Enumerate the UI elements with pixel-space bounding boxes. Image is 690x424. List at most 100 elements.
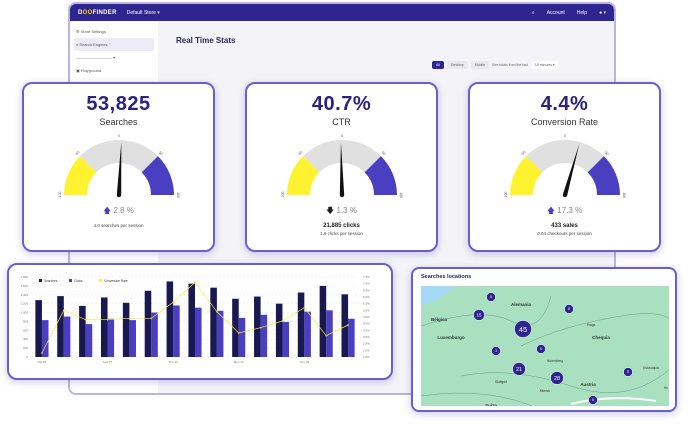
legend-swatch <box>39 279 42 282</box>
kpi-card-ctr: 40.7% CTR -100 -50 0 50 100 🡇 1.3 % 21,885 c… <box>245 82 438 252</box>
gauge-segment-low <box>286 156 319 195</box>
bar-clicks <box>173 305 180 357</box>
y2-tick-label: 4.5% <box>363 315 370 319</box>
gauge: -100 -50 0 50 100 <box>504 134 626 199</box>
border-line <box>421 295 552 327</box>
sidebar-item-playground[interactable]: ▣ Playground <box>76 68 102 73</box>
y2-tick-label: 5.0% <box>363 308 370 312</box>
y2-tick-label: 2.5% <box>363 342 370 346</box>
map[interactable]: Alemania Bélgica Luxemburgo Chequia Austria S… <box>421 286 669 406</box>
bar-clicks <box>129 320 136 357</box>
totals-label: See totals from the last <box>492 63 528 67</box>
x-tick-label: Sun 07 <box>103 360 113 364</box>
gauge: -100 -50 0 50 100 <box>281 134 403 199</box>
account-link[interactable]: Account <box>546 9 565 16</box>
map-cluster <box>564 304 574 314</box>
map-cluster-count: 8 <box>568 307 570 311</box>
filter-desktop[interactable]: Desktop <box>446 61 468 69</box>
map-cluster-count: 5 <box>592 398 594 402</box>
bar-searches <box>297 292 305 357</box>
gauge-needle <box>116 142 121 198</box>
gauge-segment-low <box>509 156 542 195</box>
bar-searches <box>254 296 261 357</box>
map-place-label: Praga <box>587 323 596 327</box>
conversion-point <box>106 318 109 321</box>
bar-searches <box>188 283 195 357</box>
conversion-point <box>325 334 328 337</box>
bar-clicks <box>348 318 355 357</box>
conversion-point <box>237 332 240 334</box>
border-line <box>421 392 533 406</box>
kpi-change: 🡅 17.3 % <box>470 205 659 219</box>
map-place-label: Múnich <box>540 389 551 393</box>
map-cluster-count: 5 <box>627 370 629 374</box>
y2-tick-label: 4.0% <box>363 322 370 326</box>
gauge-segment-low <box>63 156 96 195</box>
map-cluster-count: 8 <box>490 295 492 299</box>
kpi-change-value: 2.8 % <box>113 206 134 215</box>
totals-select[interactable]: 15 minutes ▾ <box>530 61 559 69</box>
map-cluster-count: 3 <box>495 349 497 353</box>
gauge-segment-mid <box>302 140 381 173</box>
arrow-up-icon: 🡅 <box>103 206 112 215</box>
bar-clicks <box>216 310 224 357</box>
map-place-label: Eslovaquia <box>643 366 659 370</box>
y-tick-label: 1,400 <box>20 293 28 297</box>
legend-label: Clicks <box>74 279 83 283</box>
y-tick-label: 0 <box>26 355 28 359</box>
y-tick-label: 200 <box>23 346 28 350</box>
y2-tick-label: 2.0% <box>363 348 370 352</box>
sea <box>421 286 456 306</box>
store-selector[interactable]: Default Store ▾ <box>126 9 160 16</box>
y2-tick-label: 3.5% <box>363 328 370 332</box>
conversion-point <box>281 320 284 322</box>
bar-searches <box>79 305 86 357</box>
kpi-change-value: 17.3 % <box>557 206 583 215</box>
bar-searches <box>35 300 42 357</box>
sidebar-item-search-engines[interactable]: ⌕ Search Engines ⌃ <box>74 38 154 51</box>
kpi-sub: 4.0 searches per session <box>93 223 144 228</box>
filter-mobile[interactable]: Mobile <box>470 61 490 69</box>
map-place-label: Chequia <box>592 335 610 340</box>
alps <box>570 397 657 405</box>
bar-clicks <box>326 310 333 357</box>
map-place-label: Suiza <box>485 403 497 406</box>
engine-select[interactable]: ————————— ▾ <box>76 55 116 60</box>
chart-card: 0 200 400 600 800 1,000 1,200 1,400 1,600 1,800 1.… <box>7 263 393 380</box>
map-card: Searches locations Alemania Bélgica Luxemb… <box>411 267 677 412</box>
bar-searches <box>341 294 349 357</box>
x-tick-label: Thu 18 <box>300 360 310 364</box>
kpi-sub: 1.6 clicks per session <box>320 231 363 236</box>
bar-searches <box>275 303 283 357</box>
gauge-tick: 0 <box>341 134 343 138</box>
conversion-point <box>128 317 131 320</box>
gauge-tick: -100 <box>58 191 62 198</box>
conversion-point <box>259 326 262 329</box>
arrow-up-icon: 🡅 <box>546 206 556 215</box>
help-link[interactable]: Help <box>576 9 588 16</box>
gauge-tick: 50 <box>380 150 386 156</box>
x-tick-label: Thu 12 <box>168 360 178 364</box>
gauge-tick: 100 <box>176 192 180 198</box>
gauge-tick: 0 <box>564 134 566 138</box>
conversion-point <box>303 306 306 309</box>
sidebar-item-store-settings[interactable]: ⚙ Store Settings <box>76 29 106 34</box>
conversion-point <box>347 324 349 326</box>
conversion-point <box>215 310 218 313</box>
map-cluster <box>512 362 526 376</box>
map-cluster-count: 45 <box>519 325 528 334</box>
y-tick-label: 600 <box>23 328 28 332</box>
y2-tick-label: 6.5% <box>363 288 370 292</box>
bar-clicks <box>238 317 246 357</box>
conversion-point <box>172 301 175 304</box>
user-menu[interactable]: ● ▾ <box>599 9 606 16</box>
map-cluster-count: 5 <box>540 347 542 351</box>
search-icon[interactable]: ⌕ <box>531 9 535 16</box>
arrow-down-icon: 🡇 <box>326 206 335 215</box>
y-tick-label: 400 <box>23 337 28 341</box>
y2-tick-label: 7.0% <box>363 282 370 286</box>
page-title: Real Time Stats <box>176 36 236 45</box>
filter-all[interactable]: All <box>432 61 444 69</box>
y2-tick-label: 3.0% <box>363 335 370 339</box>
map-cluster <box>588 395 598 405</box>
